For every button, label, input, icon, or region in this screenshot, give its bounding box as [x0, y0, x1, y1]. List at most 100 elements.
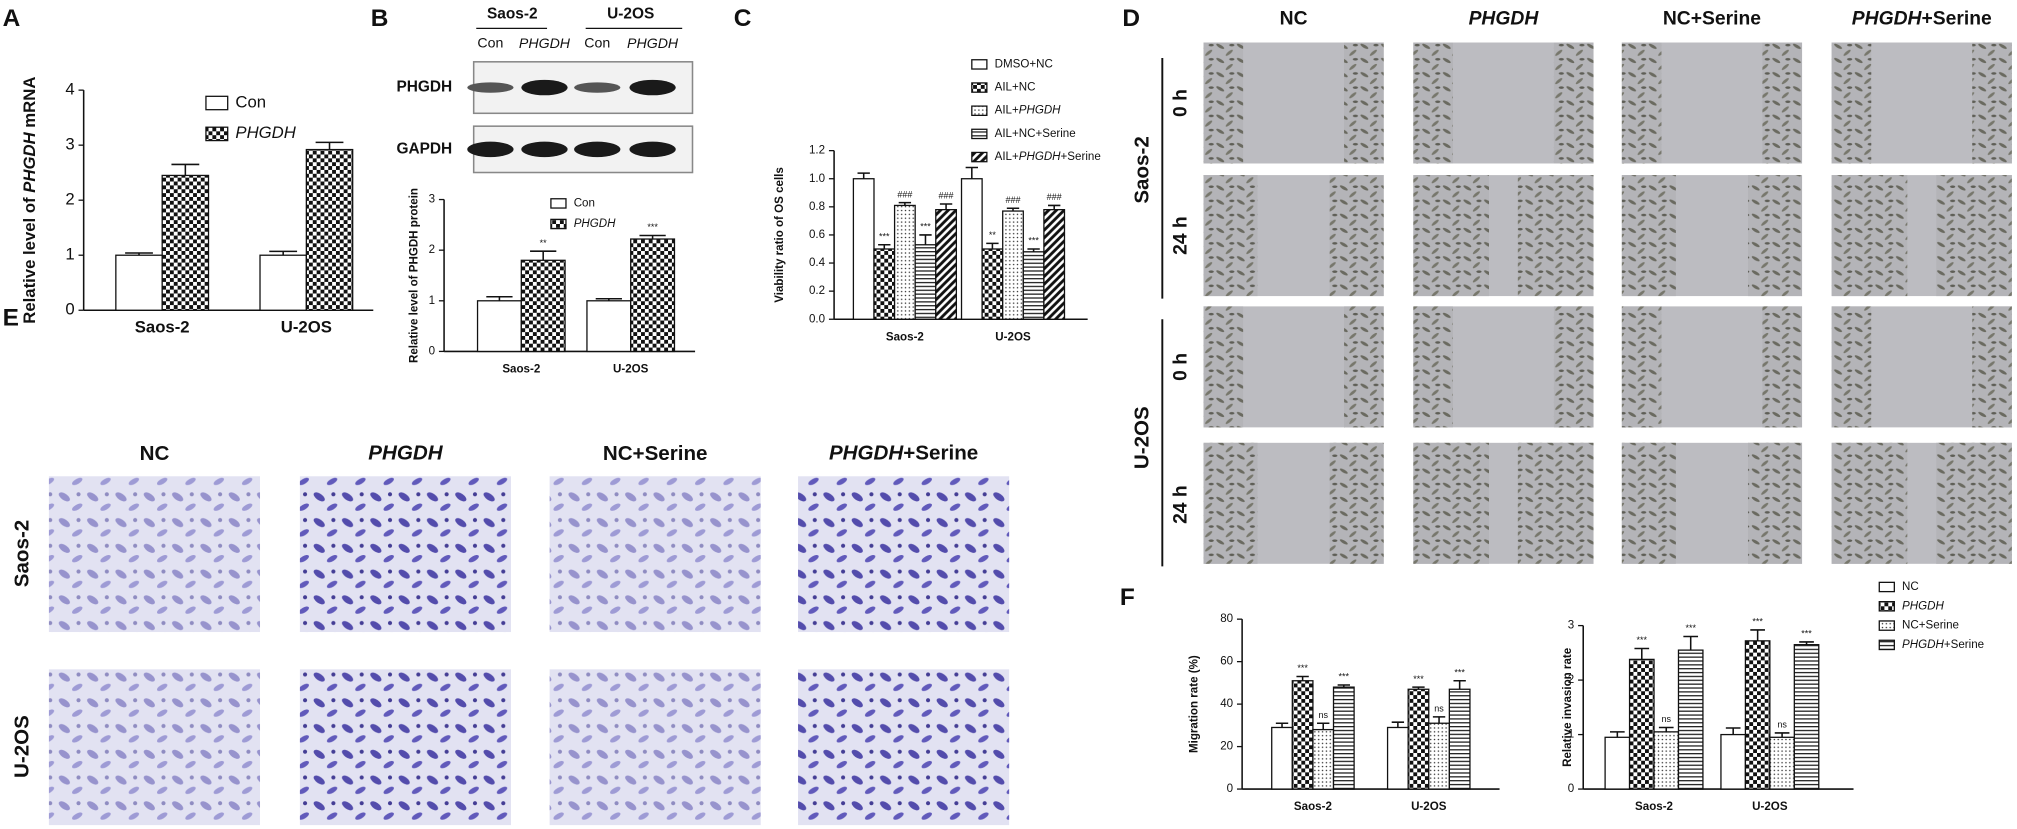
legend-label: Con	[574, 197, 595, 209]
wound-cells	[1936, 442, 2012, 564]
legend-label: NC+Serine	[1902, 620, 1959, 632]
bar	[1769, 736, 1795, 790]
y-tick-label: 0	[65, 300, 74, 319]
y-tick-label: 1.0	[809, 173, 825, 185]
legend-swatch	[971, 105, 988, 117]
blot-band	[574, 82, 621, 93]
bar	[305, 148, 354, 311]
y-tick-label: 40	[1220, 698, 1233, 710]
column-header: NC	[1280, 8, 1308, 29]
error-bar	[1750, 629, 1765, 641]
y-tick-label: 3	[65, 135, 74, 154]
wound-cells	[1203, 306, 1244, 428]
wound-cells	[1831, 306, 1872, 428]
legend-swatch	[1878, 601, 1895, 612]
y-tick-label: 2	[65, 190, 74, 209]
wound-cells	[1203, 175, 1258, 297]
bar	[520, 259, 566, 353]
wound-cells	[1344, 306, 1384, 428]
lane-label: Con	[477, 35, 503, 51]
wound-cells	[1747, 442, 1803, 564]
legend-label: DMSO+NC	[995, 58, 1053, 70]
cell-line-header: U-2OS	[607, 5, 654, 22]
legend-label: AIL+PHGDH	[995, 105, 1062, 117]
wound-cells	[1517, 175, 1594, 297]
error-bar	[1658, 726, 1674, 732]
significance-label: ***	[1752, 617, 1763, 627]
column-header: PHGDH	[368, 442, 443, 465]
error-bar	[1296, 675, 1309, 681]
blot-band	[629, 141, 676, 158]
error-bar	[878, 244, 891, 249]
wound-cells	[1762, 306, 1803, 428]
legend-swatch	[971, 151, 988, 163]
wound-cells	[1621, 175, 1676, 297]
legend-swatch	[1878, 639, 1895, 651]
time-label: 24 h	[1171, 216, 1192, 255]
transwell-cells	[48, 476, 261, 633]
y-tick-label: 0.0	[809, 313, 825, 325]
wound-cells	[1329, 442, 1384, 564]
column-header: PHGDH	[1469, 8, 1540, 29]
y-axis-label: Viability ratio of OS cells	[774, 167, 786, 303]
error-bar	[125, 252, 153, 256]
y-tick-label: 3	[429, 194, 435, 206]
y-tick-label: 0	[1227, 783, 1233, 795]
x-tick-label: U-2OS	[1752, 801, 1788, 813]
charts: 0 1 2 3 4 Relative level of PHGDH mRNA Saos-2 U…	[20, 58, 1984, 813]
wound-cells	[1413, 175, 1490, 297]
error-bar	[315, 141, 344, 150]
significance-label: ns	[1434, 704, 1444, 714]
x-tick-label: U-2OS	[1411, 801, 1447, 813]
transwell-cells	[798, 669, 1010, 826]
y-tick-label: 2	[429, 244, 435, 256]
bar	[873, 248, 896, 320]
significance-label: ###	[1005, 195, 1020, 205]
error-bar	[857, 172, 870, 179]
column-header: PHGDH+Serine	[1852, 8, 1992, 29]
bar	[1628, 658, 1655, 790]
significance-label: ns	[1318, 710, 1328, 720]
bar	[1022, 251, 1045, 320]
y-tick-label: 0	[429, 345, 435, 357]
y-tick-label: 20	[1220, 741, 1233, 753]
error-bar	[1683, 635, 1699, 651]
significance-label: **	[989, 230, 997, 240]
legend-label: PHGDH	[1902, 600, 1944, 612]
legend-swatch	[1878, 620, 1895, 631]
y-tick-label: 0	[1568, 783, 1574, 795]
y-axis-label: Relative level of PHGDH mRNA	[20, 77, 39, 324]
panel-label: E	[3, 305, 19, 332]
y-tick-label: 1	[1568, 729, 1574, 741]
blot-band	[521, 79, 568, 96]
legend-swatch	[205, 126, 229, 142]
column-header: NC+Serine	[1663, 8, 1761, 29]
y-tick-label: 1	[65, 245, 74, 264]
wound-cells	[1972, 306, 2012, 428]
transwell-cells	[798, 476, 1010, 633]
wound-cells	[1553, 306, 1594, 428]
column-header: NC	[140, 442, 170, 465]
significance-label: ***	[1028, 236, 1039, 246]
bar	[1448, 688, 1471, 790]
panel-label: A	[3, 5, 21, 32]
time-label: 24 h	[1171, 485, 1192, 524]
bar	[960, 178, 983, 320]
bar	[852, 178, 875, 320]
wound-cells	[1621, 442, 1676, 564]
bar	[630, 238, 676, 353]
y-tick-label: 80	[1220, 613, 1233, 625]
y-tick-label: 60	[1220, 656, 1233, 668]
wound-cells	[1413, 306, 1453, 428]
significance-label: ***	[1801, 629, 1812, 639]
lane-label: PHGDH	[519, 35, 571, 51]
column-header: NC+Serine	[603, 442, 708, 465]
bar	[1793, 644, 1820, 790]
blot-band	[467, 82, 514, 93]
error-bar	[1432, 716, 1446, 724]
error-bar	[486, 295, 513, 301]
error-bar	[1048, 204, 1061, 210]
legend-label: NC	[1902, 581, 1919, 593]
legend-label: AIL+NC	[995, 82, 1036, 94]
legend-swatch	[971, 128, 988, 140]
